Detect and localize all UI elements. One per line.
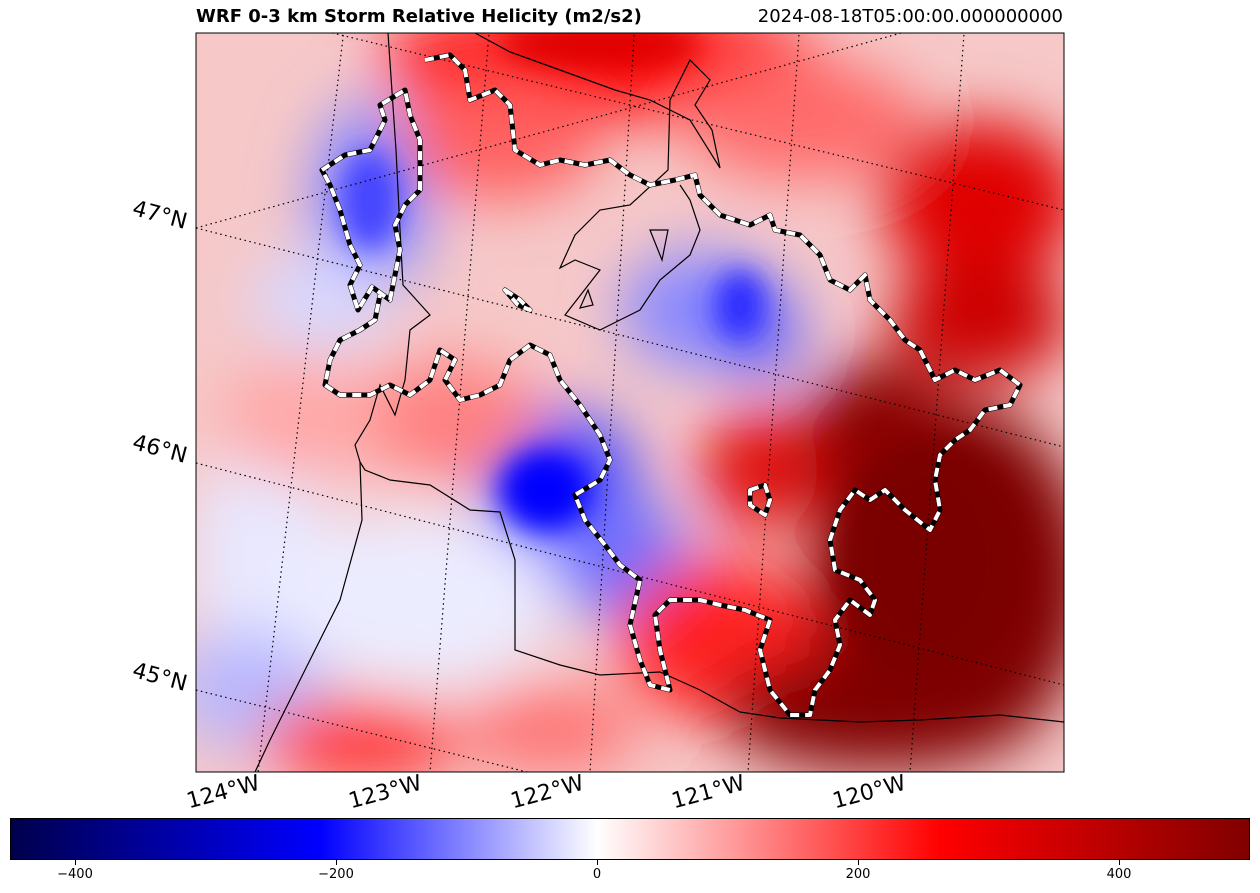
- colorbar-tick-label: 0: [592, 867, 602, 882]
- map-timestamp: 2024-08-18T05:00:00.000000000: [757, 6, 1063, 27]
- graticule: [196, 33, 1064, 772]
- map-title: WRF 0-3 km Storm Relative Helicity (m2/s…: [196, 6, 642, 27]
- map-frame: [195, 32, 1065, 773]
- helicity-contours: [319, 52, 1023, 718]
- colorbar-tick-label: −200: [318, 867, 354, 882]
- colorbar-gradient: [10, 818, 1250, 860]
- colorbar-tick-label: 200: [845, 867, 871, 882]
- colorbar-tick: [858, 860, 859, 865]
- colorbar-tick: [597, 860, 598, 865]
- boundaries: [254, 33, 1064, 772]
- colorbar-tick-label: −400: [57, 867, 93, 882]
- colorbar-tick: [1119, 860, 1120, 865]
- colorbar-tick-label: 400: [1106, 867, 1132, 882]
- colorbar-tick: [336, 860, 337, 865]
- helicity-field: [196, 33, 1064, 772]
- colorbar-tick: [75, 860, 76, 865]
- colorbar: [10, 818, 1250, 860]
